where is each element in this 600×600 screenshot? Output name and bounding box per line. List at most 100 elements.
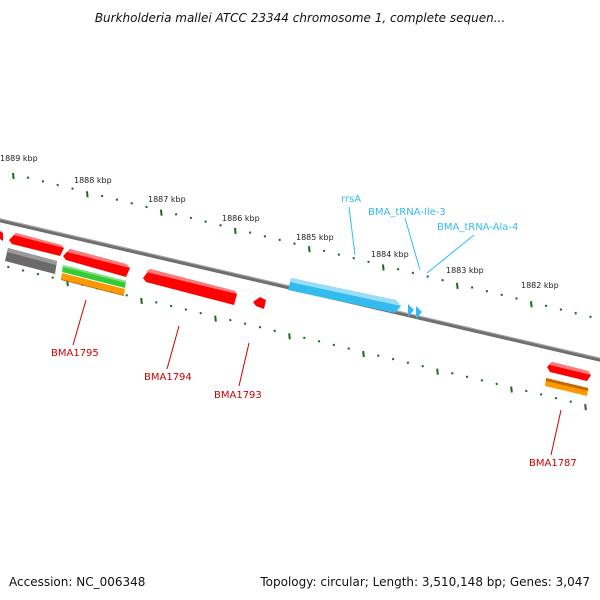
minor-tick <box>125 294 128 297</box>
minor-tick <box>100 194 104 198</box>
minor-tick <box>51 276 54 279</box>
minor-tick <box>199 311 202 315</box>
feature-red-block[interactable] <box>9 233 64 256</box>
minor-tick <box>229 318 232 322</box>
major-tick <box>362 350 365 358</box>
major-tick <box>308 246 311 253</box>
minor-tick <box>396 267 400 271</box>
major-tick <box>86 191 89 198</box>
feature-red-block[interactable] <box>143 269 237 305</box>
gene-label-BMA1795[interactable]: BMA1795 <box>51 348 99 359</box>
gene-label-BMA1793[interactable]: BMA1793 <box>214 390 262 401</box>
major-tick <box>456 282 459 289</box>
major-tick <box>288 333 291 340</box>
feature-rrsA[interactable] <box>288 278 401 313</box>
kbp-tick-labels: 1889 kbp 1888 kbp 1887 kbp 1886 kbp 1885… <box>0 154 559 290</box>
minor-tick <box>130 202 133 205</box>
major-tick <box>140 297 143 304</box>
minor-tick <box>426 275 429 278</box>
gene-label-rrsA[interactable]: rrsA <box>341 194 361 205</box>
minor-tick <box>243 322 247 325</box>
minor-tick <box>26 176 30 179</box>
minor-tick <box>71 187 74 190</box>
major-tick <box>12 172 15 180</box>
minor-tick <box>204 220 207 223</box>
minor-tick <box>352 256 355 260</box>
minor-tick <box>569 400 572 403</box>
minor-tick <box>248 231 252 234</box>
minor-tick <box>367 260 370 264</box>
minor-tick <box>421 364 424 368</box>
summary-text: Topology: circular; Length: 3,510,148 bp… <box>260 575 590 589</box>
major-tick <box>530 301 533 308</box>
minor-tick <box>169 304 173 308</box>
minor-tick <box>391 357 395 361</box>
feature-green-block[interactable] <box>62 265 126 288</box>
kbp-label: 1884 kbp <box>371 250 409 259</box>
minor-tick <box>559 308 563 311</box>
gene-label-tRNA-Ile-3[interactable]: BMA_tRNA-Ile-3 <box>368 207 446 218</box>
minor-tick <box>515 297 518 300</box>
kbp-label: 1888 kbp <box>74 176 112 185</box>
minor-tick <box>263 235 267 238</box>
minor-tick <box>7 265 10 269</box>
minor-tick <box>184 308 188 311</box>
gene-label-BMA1794[interactable]: BMA1794 <box>144 372 192 383</box>
kbp-label: 1883 kbp <box>446 266 484 275</box>
major-tick <box>234 227 237 234</box>
gene-label-BMA1787[interactable]: BMA1787 <box>529 458 577 469</box>
kbp-label: 1886 kbp <box>222 214 260 223</box>
minor-tick <box>544 304 548 308</box>
feature-tRNA-Ala-4[interactable] <box>416 306 422 319</box>
minor-tick <box>337 253 341 256</box>
feature-gray-block[interactable] <box>5 248 57 274</box>
feature-red-block[interactable] <box>63 249 130 277</box>
feature-orange-block[interactable] <box>61 273 125 296</box>
minor-tick <box>574 311 577 315</box>
minor-tick <box>539 393 543 396</box>
minor-tick <box>41 180 45 183</box>
minor-tick <box>441 278 444 282</box>
minor-tick <box>406 361 410 364</box>
minor-tick <box>317 340 321 343</box>
minor-tick <box>480 379 484 382</box>
accession-text: Accession: NC_006348 <box>9 575 146 589</box>
gene-label-tRNA-Ala-4[interactable]: BMA_tRNA-Ala-4 <box>437 222 518 233</box>
minor-tick <box>303 336 306 340</box>
outer-tick-track <box>12 172 592 319</box>
feature-red-clipped[interactable] <box>0 231 3 241</box>
minor-tick <box>347 347 350 350</box>
minor-tick <box>56 183 59 187</box>
kbp-label: 1885 kbp <box>296 233 334 242</box>
major-tick <box>436 368 439 375</box>
minor-tick <box>278 238 281 242</box>
minor-tick <box>589 315 592 319</box>
minor-tick <box>21 269 25 272</box>
feature-red-block[interactable] <box>547 362 591 381</box>
minor-tick <box>115 198 119 201</box>
feature-orange-block[interactable] <box>545 378 588 396</box>
feature-red-small[interactable] <box>253 297 266 309</box>
minor-tick <box>322 249 326 253</box>
minor-tick <box>485 289 489 293</box>
major-tick <box>584 404 587 411</box>
minor-tick <box>145 205 148 209</box>
kbp-label: 1887 kbp <box>148 195 186 204</box>
minor-tick <box>293 242 296 245</box>
minor-tick <box>500 293 503 297</box>
map-title: Burkholderia mallei ATCC 23344 chromosom… <box>94 11 506 25</box>
minor-tick <box>451 372 454 375</box>
minor-tick <box>377 354 380 357</box>
minor-tick <box>465 375 469 379</box>
feature-tRNA-Ile-3[interactable] <box>408 304 414 317</box>
minor-tick <box>155 301 158 304</box>
minor-tick <box>525 389 528 393</box>
minor-tick <box>36 272 40 276</box>
kbp-label: 1889 kbp <box>0 154 38 163</box>
major-tick <box>160 209 163 216</box>
minor-tick <box>174 213 178 216</box>
minor-tick <box>258 325 262 329</box>
minor-tick <box>470 286 474 289</box>
minor-tick <box>219 224 222 227</box>
